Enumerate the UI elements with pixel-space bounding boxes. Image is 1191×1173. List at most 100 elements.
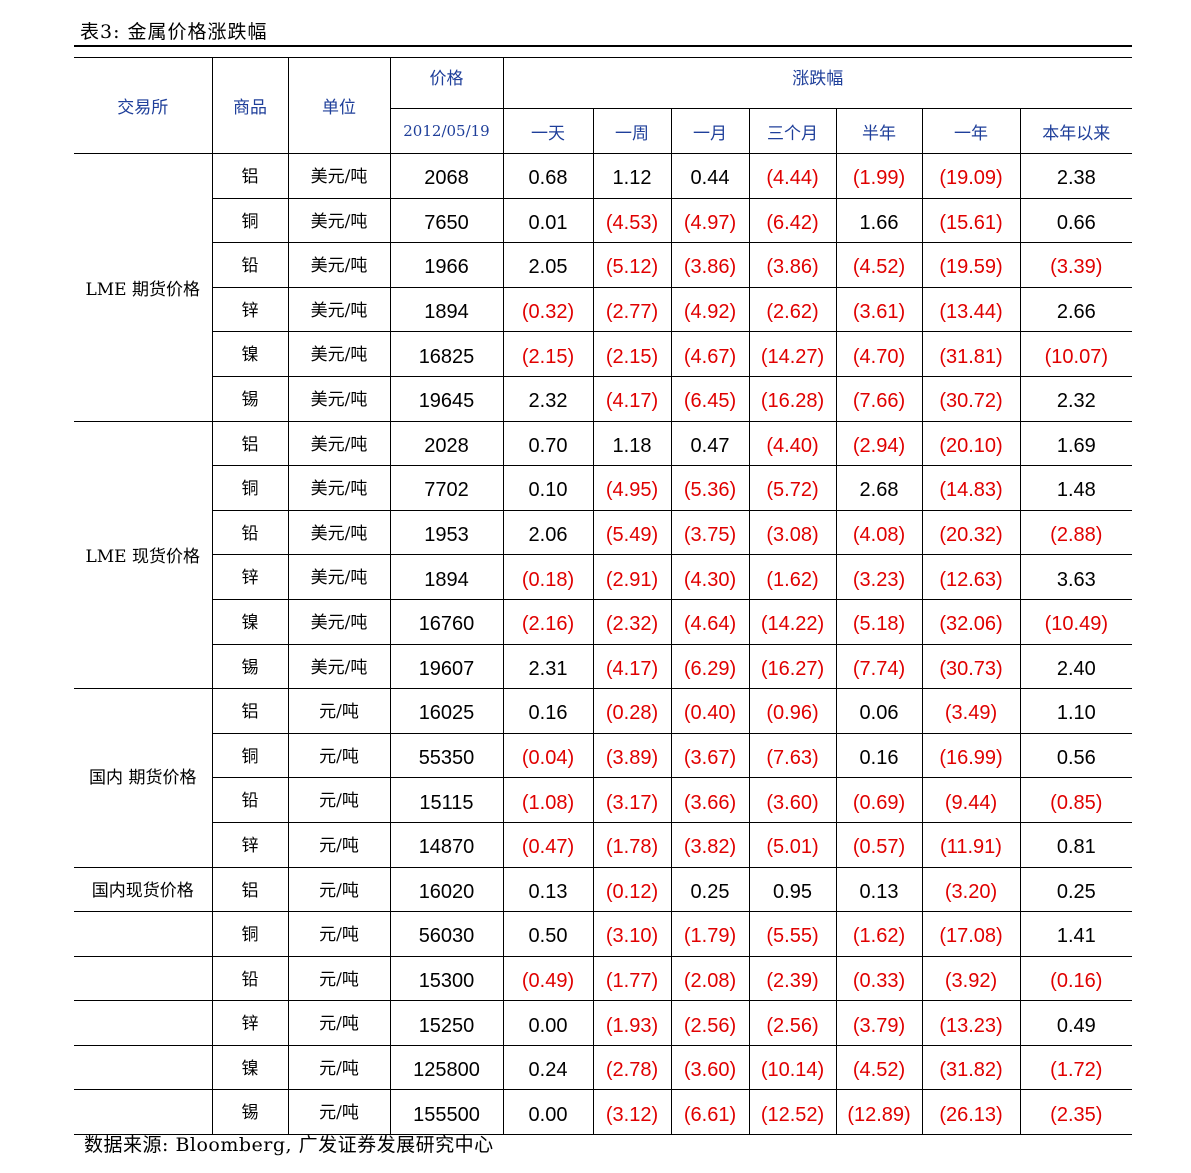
change-cell: (1.78) bbox=[592, 821, 671, 867]
change-cell: 1.18 bbox=[592, 420, 671, 466]
table-row: LME 现货价格铝美元/吨 2028 0.70 1.18 0.47 (4.40) (2.94… bbox=[74, 420, 1133, 689]
change-cell: 2.68 bbox=[835, 465, 922, 511]
change-cell: 0.68 bbox=[502, 153, 593, 199]
header-period: 本年以来 bbox=[1019, 108, 1133, 154]
change-cell: (0.49) bbox=[502, 955, 593, 1001]
change-cell: (16.99) bbox=[921, 732, 1020, 778]
header-period: 一周 bbox=[592, 108, 671, 154]
group-label: LME 期货价格 bbox=[74, 153, 212, 422]
source-note: 数据来源: Bloomberg, 广发证券发展研究中心 bbox=[84, 1134, 494, 1156]
change-cell: (0.69) bbox=[835, 777, 922, 823]
change-cell: (12.52) bbox=[748, 1089, 836, 1136]
change-cell: (0.28) bbox=[592, 688, 671, 734]
product-cell: 铅 bbox=[211, 955, 288, 1001]
change-cell: (3.86) bbox=[670, 242, 749, 288]
change-cell: (14.83) bbox=[921, 465, 1020, 511]
change-cell: (6.42) bbox=[748, 197, 836, 243]
change-cell: (0.40) bbox=[670, 688, 749, 734]
change-cell: (2.91) bbox=[592, 554, 671, 600]
product-cell: 铝 bbox=[211, 153, 288, 199]
header-exchange: 交易所 bbox=[117, 98, 169, 118]
unit-cell: 美元/吨 bbox=[287, 420, 390, 466]
product-cell: 铜 bbox=[211, 465, 288, 511]
change-cell: (6.29) bbox=[670, 643, 749, 689]
change-cell: 1.66 bbox=[835, 197, 922, 243]
table-row: 铜美元/吨 7650 0.01 (4.53) (4.97) (6.42) 1.66 (15.6… bbox=[74, 197, 1133, 243]
change-cell: 0.25 bbox=[1019, 866, 1133, 912]
product-cell: 锌 bbox=[211, 554, 288, 600]
change-cell: 0.95 bbox=[748, 866, 836, 912]
table-row: 国内现货价格铝元/吨 16020 0.13 (0.12) 0.25 0.95 0.13 (3.… bbox=[74, 866, 1133, 912]
price-cell: 7702 bbox=[389, 465, 503, 511]
table-row: 国内 期货价格铝元/吨 16025 0.16 (0.28) (0.40) (0.96) 0.… bbox=[74, 688, 1133, 867]
change-cell: (0.18) bbox=[502, 554, 593, 600]
change-cell: (2.56) bbox=[670, 1000, 749, 1046]
product-cell: 铜 bbox=[211, 732, 288, 778]
change-cell: (2.15) bbox=[502, 331, 593, 377]
change-cell: 0.24 bbox=[502, 1044, 593, 1090]
change-cell: (4.30) bbox=[670, 554, 749, 600]
change-cell: (3.60) bbox=[670, 1044, 749, 1090]
change-cell: (3.75) bbox=[670, 509, 749, 555]
change-cell: 0.16 bbox=[502, 688, 593, 734]
header-period: 一月 bbox=[670, 108, 749, 154]
change-cell: (4.40) bbox=[748, 420, 836, 466]
change-cell: (0.16) bbox=[1019, 955, 1133, 1001]
group-label-empty bbox=[74, 1089, 212, 1136]
change-cell: (3.82) bbox=[670, 821, 749, 867]
change-cell: (13.44) bbox=[921, 286, 1020, 332]
change-cell: (7.66) bbox=[835, 375, 922, 422]
product-cell: 铅 bbox=[211, 509, 288, 555]
change-cell: (1.99) bbox=[835, 153, 922, 199]
change-cell: (4.97) bbox=[670, 197, 749, 243]
table-row: 铅美元/吨 1966 2.05 (5.12) (3.86) (3.86) (4.52) (19… bbox=[74, 242, 1133, 288]
change-cell: (2.94) bbox=[835, 420, 922, 466]
table-row: LME 期货价格铝美元/吨 2068 0.68 1.12 0.44 (4.44) (1.99… bbox=[74, 153, 1133, 422]
price-cell: 7650 bbox=[389, 197, 503, 243]
header-change: 涨跌幅 bbox=[502, 57, 1133, 109]
change-cell: 1.41 bbox=[1019, 911, 1133, 957]
table-row: 铜元/吨 56030 0.50 (3.10) (1.79) (5.55) (1.62) (17… bbox=[74, 911, 1133, 957]
change-cell: (14.22) bbox=[748, 598, 836, 645]
price-cell: 2028 bbox=[389, 420, 503, 466]
change-cell: (31.81) bbox=[921, 331, 1020, 377]
change-cell: (2.35) bbox=[1019, 1089, 1133, 1136]
unit-cell: 美元/吨 bbox=[287, 242, 390, 288]
change-cell: 0.06 bbox=[835, 688, 922, 734]
product-cell: 锌 bbox=[211, 821, 288, 867]
change-cell: (0.04) bbox=[502, 732, 593, 778]
price-cell: 55350 bbox=[389, 732, 503, 778]
change-cell: (17.08) bbox=[921, 911, 1020, 957]
change-cell: (5.55) bbox=[748, 911, 836, 957]
change-cell: 2.05 bbox=[502, 242, 593, 288]
change-cell: (16.27) bbox=[748, 643, 836, 689]
change-cell: 0.13 bbox=[502, 866, 593, 912]
group-label: 国内现货价格 bbox=[74, 866, 212, 912]
change-cell: (2.88) bbox=[1019, 509, 1133, 555]
change-cell: (32.06) bbox=[921, 598, 1020, 645]
change-cell: (10.49) bbox=[1019, 598, 1133, 645]
change-cell: (3.23) bbox=[835, 554, 922, 600]
change-cell: (3.60) bbox=[748, 777, 836, 823]
price-cell: 15115 bbox=[389, 777, 503, 823]
change-cell: (1.79) bbox=[670, 911, 749, 957]
change-cell: (0.96) bbox=[748, 688, 836, 734]
product-cell: 锡 bbox=[211, 1089, 288, 1136]
change-cell: (31.82) bbox=[921, 1044, 1020, 1090]
change-cell: 0.70 bbox=[502, 420, 593, 466]
unit-cell: 美元/吨 bbox=[287, 331, 390, 377]
change-cell: (10.07) bbox=[1019, 331, 1133, 377]
product-cell: 锡 bbox=[211, 643, 288, 689]
price-cell: 16025 bbox=[389, 688, 503, 734]
header-product: 商品 bbox=[211, 57, 288, 154]
change-cell: (9.44) bbox=[921, 777, 1020, 823]
table-row: 锌美元/吨 1894 (0.32) (2.77) (4.92) (2.62) (3.61)(… bbox=[74, 286, 1133, 332]
change-cell: 0.13 bbox=[835, 866, 922, 912]
change-cell: (2.15) bbox=[592, 331, 671, 377]
change-cell: (11.91) bbox=[921, 821, 1020, 867]
product-cell: 铜 bbox=[211, 197, 288, 243]
change-cell: (1.62) bbox=[835, 911, 922, 957]
product-cell: 铝 bbox=[211, 420, 288, 466]
change-cell: (4.52) bbox=[835, 1044, 922, 1090]
change-cell: 2.66 bbox=[1019, 286, 1133, 332]
